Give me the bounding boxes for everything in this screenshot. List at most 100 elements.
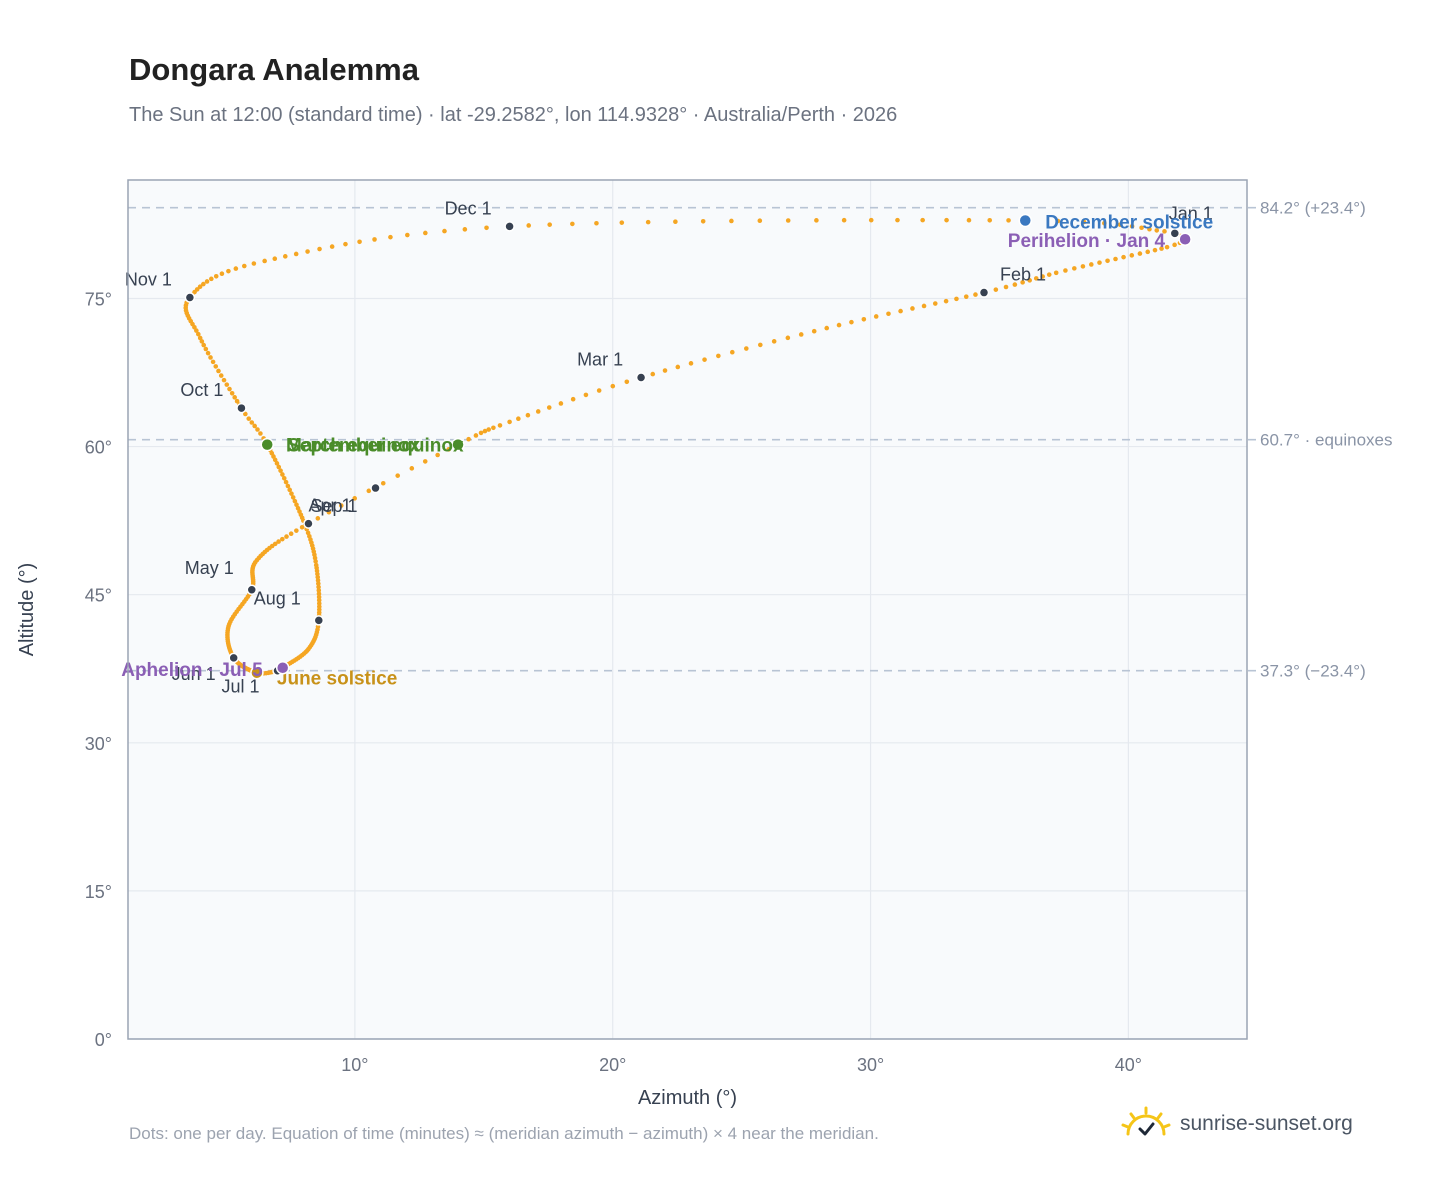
month-marker	[978, 287, 990, 298]
month-marker	[303, 518, 314, 529]
month-label: Jan 1	[1169, 203, 1213, 223]
daily-dot	[294, 502, 299, 508]
daily-dot	[993, 287, 999, 292]
chart-title: Dongara Analemma	[129, 52, 419, 87]
daily-dot	[234, 398, 240, 404]
daily-dot	[201, 281, 206, 287]
daily-dot	[255, 427, 260, 432]
daily-dot	[307, 533, 312, 539]
daily-dot	[316, 591, 322, 597]
daily-dot	[338, 503, 344, 508]
event-marker	[1018, 213, 1033, 228]
daily-dot	[729, 349, 735, 355]
daily-dot	[380, 480, 386, 486]
daily-dot	[1027, 278, 1032, 283]
daily-dot	[920, 217, 925, 223]
daily-dot	[241, 263, 247, 269]
daily-dot	[868, 217, 874, 223]
daily-dot	[497, 423, 503, 428]
brand-logo[interactable]: sunrise-sunset.org	[1120, 1104, 1353, 1144]
month-marker	[313, 615, 325, 626]
daily-dot	[873, 314, 879, 319]
daily-dot	[1003, 284, 1009, 290]
daily-dot	[1113, 256, 1118, 262]
daily-dot	[315, 516, 321, 521]
daily-dot	[491, 425, 496, 431]
daily-dot	[209, 276, 214, 282]
daily-dot	[357, 239, 362, 245]
month-marker	[1169, 228, 1181, 239]
daily-dot	[836, 322, 842, 328]
daily-dot	[305, 530, 311, 536]
daily-dot	[729, 218, 734, 224]
daily-dot	[316, 597, 322, 603]
daily-dot	[316, 584, 321, 590]
daily-dot	[272, 457, 278, 463]
month-label: Jul 1	[222, 677, 260, 697]
daily-dot	[944, 217, 949, 223]
month-label: May 1	[185, 558, 234, 578]
daily-dot	[313, 559, 318, 564]
daily-dot	[294, 528, 299, 533]
daily-dot	[462, 227, 468, 232]
daily-dot	[1033, 276, 1039, 281]
daily-dot	[316, 581, 321, 586]
daily-dot	[525, 412, 531, 418]
month-label: Oct 1	[180, 380, 223, 400]
daily-dot	[954, 296, 959, 302]
daily-dot	[1154, 228, 1160, 233]
daily-dot	[798, 332, 804, 337]
daily-dot	[201, 342, 207, 348]
daily-dot	[943, 298, 949, 304]
daily-dot	[547, 222, 552, 227]
reference-line-label: 84.2° (+23.4°)	[1260, 199, 1366, 218]
daily-dot	[326, 509, 332, 515]
month-marker	[184, 292, 196, 303]
daily-dot	[227, 386, 232, 392]
daily-dot	[305, 249, 310, 254]
daily-dot	[290, 495, 296, 500]
daily-dot	[405, 232, 410, 238]
month-marker	[246, 584, 258, 596]
daily-dot	[446, 447, 451, 452]
y-axis-title: Altitude (°)	[16, 563, 38, 657]
reference-line-label: 37.3° (−23.4°)	[1260, 662, 1366, 681]
daily-dot	[987, 217, 993, 223]
daily-dot	[583, 392, 589, 398]
daily-dot	[1139, 225, 1144, 231]
month-marker	[370, 482, 381, 494]
daily-dot	[210, 359, 216, 365]
daily-dot	[366, 488, 372, 494]
daily-dot	[249, 420, 255, 425]
month-label: Feb 1	[1000, 265, 1046, 285]
daily-dot	[313, 562, 319, 568]
daily-dot	[208, 355, 213, 360]
daily-dot	[274, 461, 280, 466]
daily-dot	[1020, 280, 1025, 285]
daily-dot	[910, 306, 915, 311]
daily-dot	[233, 266, 239, 271]
daily-dot	[758, 342, 763, 348]
daily-dot	[673, 219, 678, 224]
y-tick-label: 75°	[85, 289, 112, 309]
daily-dot	[252, 423, 257, 429]
daily-dot	[744, 346, 749, 351]
daily-dot	[507, 419, 512, 425]
daily-dot	[1137, 251, 1143, 256]
daily-dot	[1164, 244, 1170, 250]
daily-dot	[352, 496, 358, 501]
daily-dot	[197, 284, 203, 290]
daily-dot	[272, 256, 278, 261]
daily-dot	[895, 217, 900, 223]
daily-dot	[570, 221, 575, 227]
daily-dot	[849, 319, 854, 325]
daily-dot	[484, 225, 489, 231]
daily-dot	[423, 230, 428, 236]
daily-dot	[473, 433, 479, 438]
daily-dot	[281, 475, 287, 481]
daily-dot	[258, 431, 263, 436]
daily-dot	[203, 346, 209, 352]
daily-dot	[1081, 219, 1087, 225]
daily-dot	[316, 588, 322, 593]
daily-dot	[243, 411, 248, 417]
